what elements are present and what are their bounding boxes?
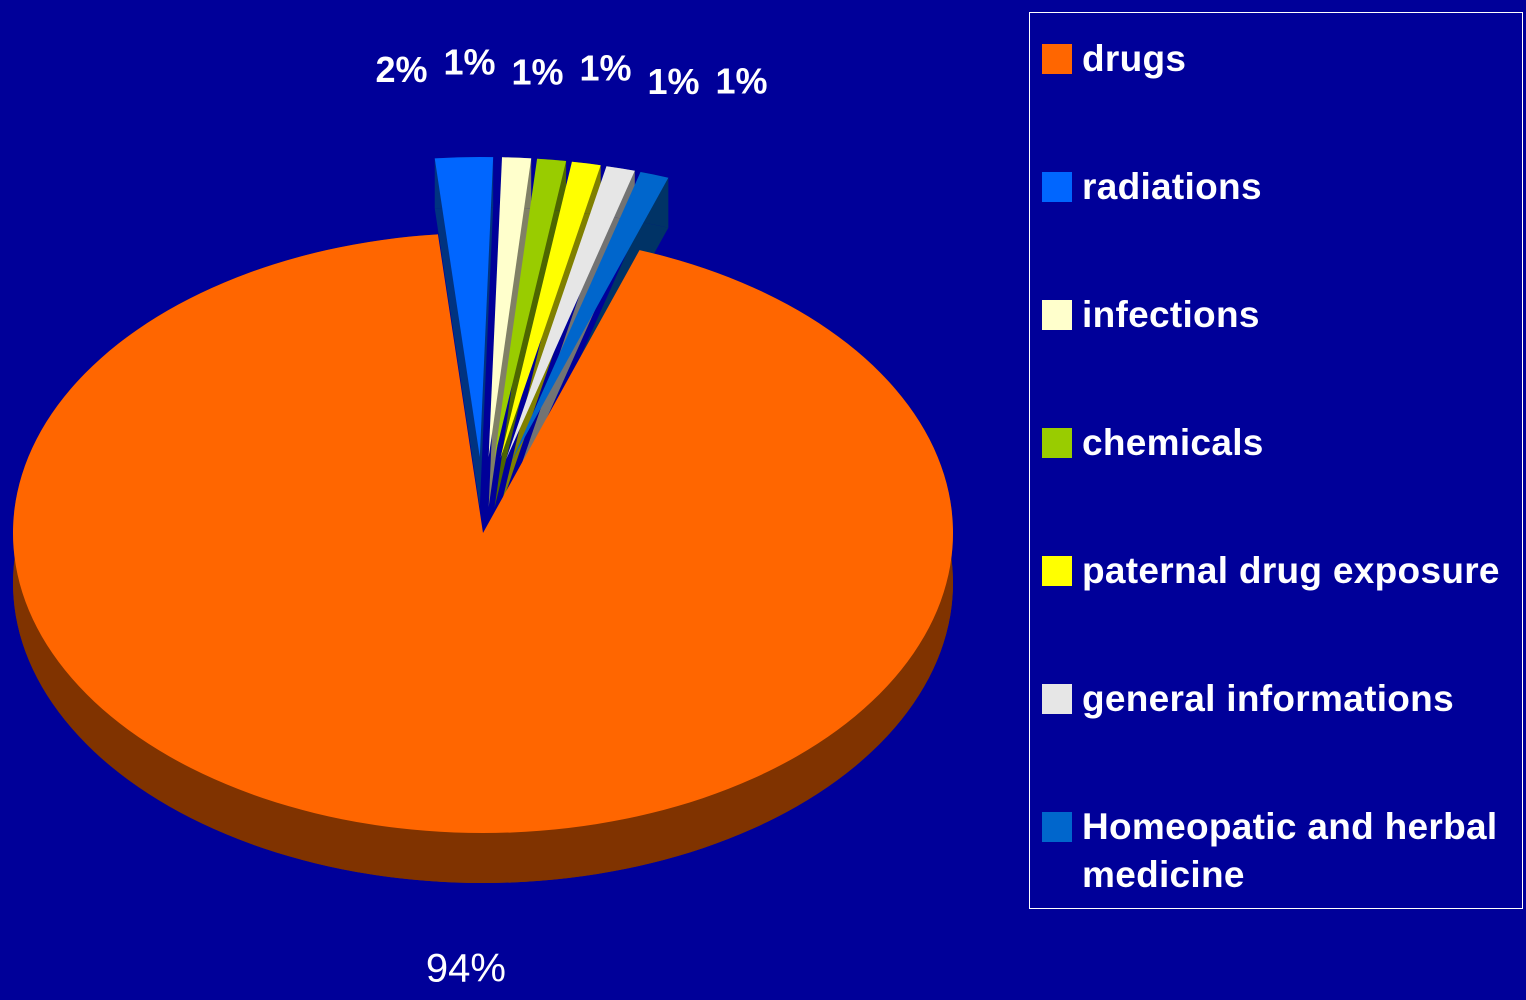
data-label: 1% (580, 48, 632, 89)
legend-swatch (1042, 812, 1072, 842)
legend-label: radiations (1082, 166, 1262, 207)
legend-label: Homeopatic and herbal medicine (1082, 806, 1498, 895)
slice (494, 158, 567, 458)
legend-swatch (1042, 684, 1072, 714)
slice (511, 172, 669, 461)
slice (434, 157, 494, 458)
legend-label: paternal drug exposure (1082, 550, 1500, 591)
legend-swatch (1042, 44, 1072, 74)
data-label: 2% (376, 49, 428, 90)
data-label: 1% (716, 60, 768, 101)
legend: drugs radiations infections chemicals patern… (1029, 12, 1523, 909)
data-label: 1% (444, 41, 496, 82)
legend-label: drugs (1082, 38, 1187, 79)
legend-label: chemicals (1082, 422, 1264, 463)
legend-swatch (1042, 172, 1072, 202)
data-label: 1% (512, 52, 564, 93)
legend-swatch (1042, 556, 1072, 586)
legend-label: infections (1082, 294, 1260, 335)
legend-label: general informations (1082, 678, 1454, 719)
data-label: 94% (426, 946, 506, 990)
chart: 94% 2% 1% 1% 1% 1% 1% (12, 41, 953, 990)
legend-swatch (1042, 428, 1072, 458)
legend-swatch (1042, 300, 1072, 330)
slice (488, 157, 532, 458)
slice (506, 166, 635, 460)
slice (500, 161, 601, 459)
slice (12, 234, 953, 833)
data-label: 1% (648, 61, 700, 102)
